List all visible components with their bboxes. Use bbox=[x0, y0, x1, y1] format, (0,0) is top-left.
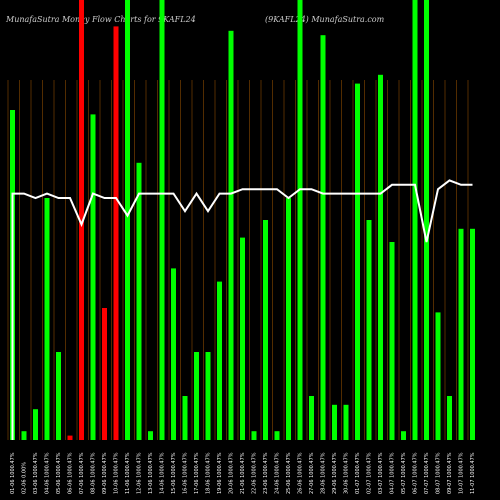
x-tick-label: 30-06 1000.47% bbox=[344, 452, 350, 494]
x-tick-label: 08-06 1000.47% bbox=[91, 452, 97, 494]
x-tick-label: 02-07 1000.47% bbox=[367, 452, 373, 494]
x-tick-label: 23-06 1000.47% bbox=[263, 452, 269, 494]
bar bbox=[412, 0, 418, 440]
x-tick-label: 01-07 1000.47% bbox=[355, 452, 361, 494]
bar bbox=[297, 0, 303, 440]
bar bbox=[389, 242, 395, 440]
x-tick-label: 06-07 1000.47% bbox=[413, 452, 419, 494]
x-tick-label: 13-06 1000.47% bbox=[148, 452, 154, 494]
x-tick-label: 07-06 1000.47% bbox=[79, 452, 85, 494]
x-tick-label: 22-06 1000.47% bbox=[252, 452, 258, 494]
x-tick-label: 24-06 1000.47% bbox=[275, 452, 281, 494]
bar bbox=[435, 312, 441, 440]
bar bbox=[286, 198, 291, 440]
x-tick-label: 12-06 1000.47% bbox=[137, 452, 143, 494]
x-tick-label: 27-06 1000.47% bbox=[309, 452, 315, 494]
x-tick-label: 10-07 1000.47% bbox=[459, 452, 465, 494]
bar bbox=[90, 114, 96, 441]
bar bbox=[125, 0, 130, 440]
bar bbox=[33, 409, 38, 440]
x-tick-label: 09-07 1000.47% bbox=[447, 452, 453, 494]
bar bbox=[332, 404, 337, 440]
x-tick-label: 03-06 1000.47% bbox=[33, 452, 39, 494]
chart-title: MunafaSutra Money Flow Charts for 9KAFL2… bbox=[6, 15, 196, 24]
bar bbox=[355, 83, 360, 440]
bar bbox=[343, 404, 349, 440]
bar bbox=[366, 220, 372, 440]
x-tick-label: 20-06 1000.47% bbox=[229, 452, 235, 494]
bar bbox=[21, 431, 27, 440]
bar bbox=[401, 431, 406, 440]
x-tick-label: 26-06 1000.47% bbox=[298, 452, 304, 494]
gridlines bbox=[7, 80, 469, 440]
x-tick-label: 21-06 1000.47% bbox=[240, 452, 246, 494]
x-tick-label: 01-06 1000.47% bbox=[10, 452, 16, 494]
bar bbox=[424, 0, 429, 440]
x-tick-label: 25-06 1000.47% bbox=[286, 452, 292, 494]
bar bbox=[67, 435, 73, 440]
site-name: (9KAFL24) MunafaSutra.com bbox=[265, 15, 385, 24]
bar bbox=[182, 396, 188, 440]
x-tick-label: 07-07 1000.47% bbox=[424, 452, 430, 494]
x-tick-label: 04-07 1000.47% bbox=[390, 452, 396, 494]
bar bbox=[171, 268, 176, 440]
bar bbox=[102, 308, 107, 440]
bar bbox=[56, 352, 61, 440]
bar bbox=[228, 30, 234, 441]
bar bbox=[320, 35, 326, 440]
bar bbox=[217, 281, 222, 440]
x-tick-label: 06-06 1000.47% bbox=[68, 452, 74, 494]
x-tick-label: 14-06 1000.47% bbox=[160, 452, 166, 494]
x-tick-label: 08-07 1000.47% bbox=[436, 452, 442, 494]
bar bbox=[44, 198, 50, 440]
x-tick-label: 09-06 1000.47% bbox=[102, 452, 108, 494]
x-tick-label: 05-07 1000.47% bbox=[401, 452, 407, 494]
bar bbox=[148, 431, 153, 440]
bar bbox=[458, 228, 464, 440]
bar bbox=[113, 26, 119, 441]
x-tick-label: 29-06 1000.47% bbox=[332, 452, 338, 494]
bar bbox=[136, 162, 142, 441]
x-tick-label: 18-06 1000.47% bbox=[206, 452, 212, 494]
bar bbox=[240, 237, 245, 440]
bar bbox=[251, 431, 257, 440]
x-tick-label: 11-06 1000.47% bbox=[125, 452, 131, 494]
x-tick-label: 16-06 1000.47% bbox=[183, 452, 189, 494]
bar bbox=[447, 396, 452, 440]
x-tick-label: 11-07 1000.47% bbox=[470, 452, 476, 494]
bar bbox=[263, 220, 268, 440]
money-flow-line bbox=[11, 179, 473, 440]
x-tick-label: 05-06 1000.47% bbox=[56, 452, 62, 494]
bar bbox=[378, 74, 383, 441]
x-tick-label: 02-06 0.00% bbox=[22, 462, 28, 494]
x-tick-label: 15-06 1000.47% bbox=[171, 452, 177, 494]
x-tick-label: 19-06 1000.47% bbox=[217, 452, 223, 494]
x-tick-label: 03-07 1000.47% bbox=[378, 452, 384, 494]
x-tick-label: 17-06 1000.47% bbox=[194, 452, 200, 494]
bar bbox=[274, 431, 280, 440]
bar bbox=[194, 352, 199, 440]
x-tick-label: 10-06 1000.47% bbox=[114, 452, 120, 494]
x-tick-label: 28-06 1000.47% bbox=[321, 452, 327, 494]
bar bbox=[205, 352, 211, 440]
bar bbox=[309, 396, 314, 440]
bar bbox=[470, 228, 475, 440]
bar bbox=[159, 0, 165, 440]
bar bbox=[79, 0, 84, 440]
x-tick-label: 04-06 1000.47% bbox=[45, 452, 51, 494]
